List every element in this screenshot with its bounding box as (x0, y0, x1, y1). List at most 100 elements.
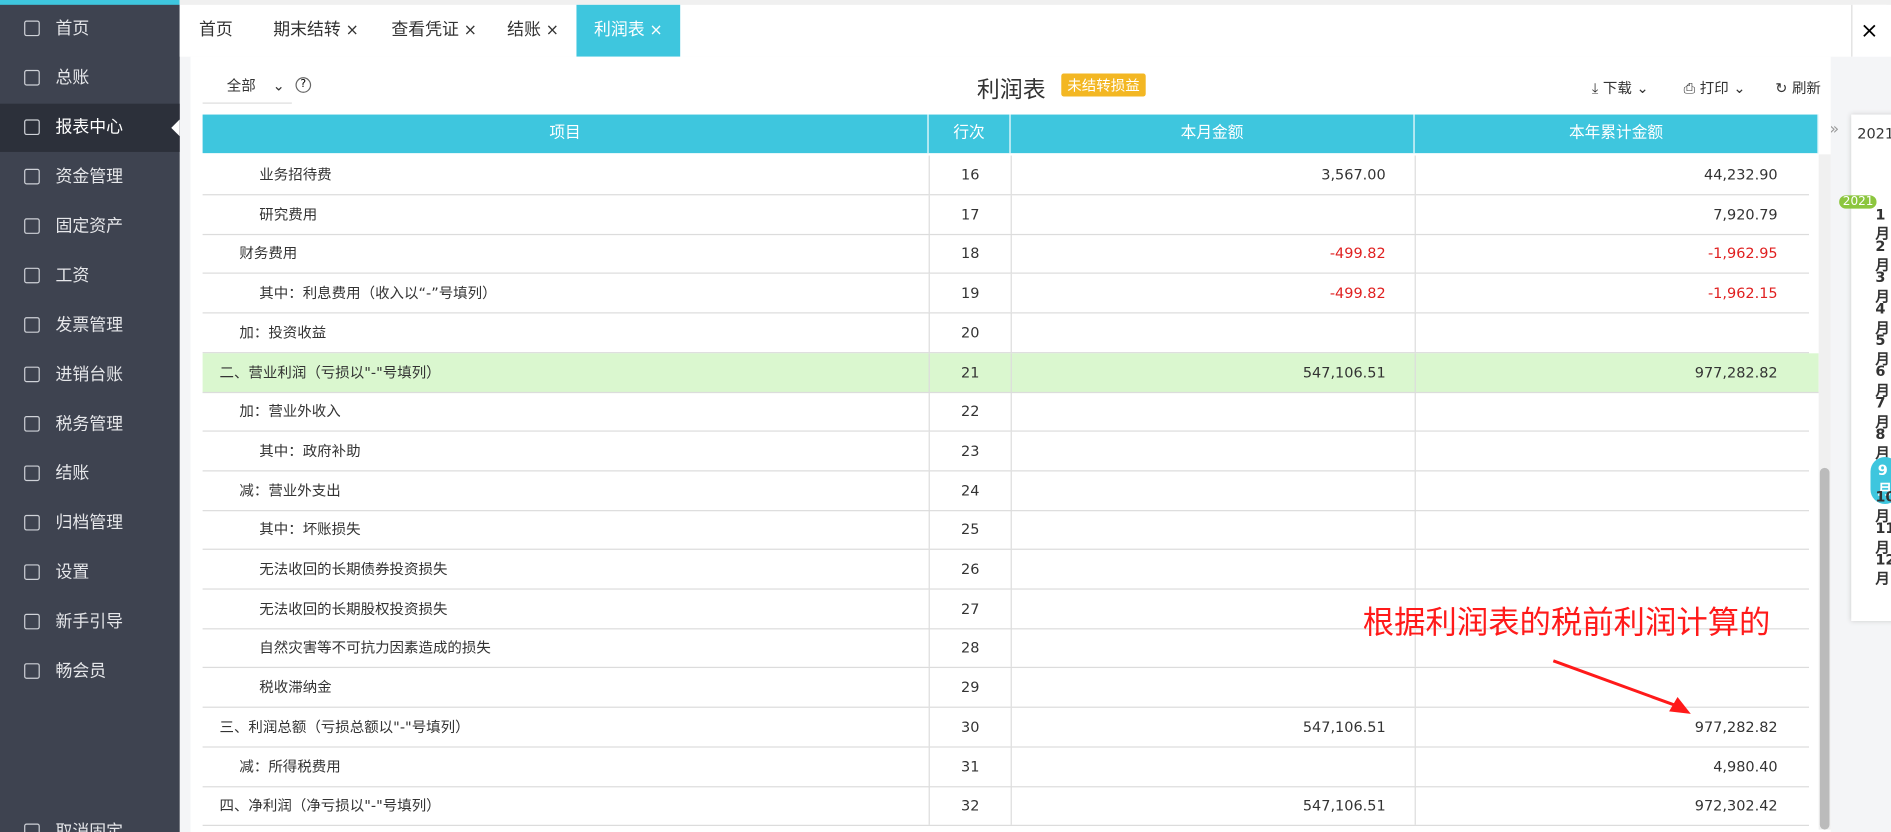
table-row: 无法收回的长期股权投资损失 27 (202, 589, 1809, 630)
table-cell: 18 (928, 234, 1011, 273)
nav-item[interactable]: 取消固定 (0, 808, 180, 832)
tab[interactable]: 期末结转 × (260, 5, 371, 57)
nav-item[interactable]: 畅会员 (0, 648, 180, 696)
year-select[interactable]: 2021 (1857, 125, 1891, 143)
table-row: 减：所得税费用 31 4,980.40 (202, 746, 1809, 787)
month[interactable]: 9月 (1870, 456, 1891, 505)
nav-item[interactable]: 工资 (0, 252, 180, 300)
table-cell: -499.82 (1010, 234, 1415, 273)
column-header: 行次 (928, 114, 1011, 154)
table-cell: 32 (928, 786, 1011, 825)
nav-item[interactable]: 进销台账 (0, 351, 180, 399)
tab-close: × (649, 21, 663, 40)
table-cell: 7,920.79 (1414, 194, 1809, 234)
table-cell: 23 (928, 431, 1011, 471)
download-label: 下载 (1602, 79, 1632, 97)
table-row: 其中：坏账损失 25 (202, 510, 1809, 551)
month[interactable]: 12月 (1875, 551, 1891, 588)
table-cell: 31 (928, 746, 1011, 786)
filter[interactable]: 全部 ⌄ (202, 74, 292, 104)
month[interactable]: 1月 (1875, 206, 1890, 243)
nav-item[interactable]: 资金管理 (0, 153, 180, 201)
nav-item[interactable]: 税务管理 (0, 400, 180, 448)
month[interactable]: 11月 (1875, 519, 1891, 556)
table-row: 三、利润总额（亏损总额以"-"号填列） 30 547,106.51 977,282.8… (202, 707, 1809, 748)
tab[interactable]: 结账 × (500, 5, 565, 57)
nav-label: 总账 (55, 68, 90, 89)
tab-close: × (463, 21, 477, 40)
month[interactable]: 7月 (1875, 394, 1890, 431)
tab-close: × (545, 21, 559, 40)
nav-icon (24, 663, 40, 679)
tab[interactable]: 利润表 × (576, 4, 681, 57)
table-cell: 16 (928, 155, 1011, 195)
print-button[interactable]: ⎙ 打印 ⌄ (1683, 79, 1746, 97)
table-cell: 税收滞纳金 (259, 678, 332, 696)
table-cell: 无法收回的长期债券投资损失 (259, 560, 448, 578)
status-badge: 未结转损益 (1061, 73, 1146, 97)
table-row: 财务费用 18 -499.82 -1,962.95 (202, 234, 1809, 275)
column-header: 本月金额 (1010, 114, 1415, 154)
month[interactable]: 2月 (1875, 237, 1890, 274)
refresh-button[interactable]: ↻ 刷新 (1775, 79, 1821, 97)
tab[interactable]: 查看凭证 × (382, 5, 486, 57)
nav-icon (24, 69, 40, 86)
table-cell (1414, 510, 1809, 549)
table-cell (1010, 668, 1415, 707)
table-row: 二、营业利润（亏损以"-"号填列） 21 547,106.51 977,282.82 (202, 352, 1819, 393)
tab-label: 结账 (507, 20, 541, 40)
table-row: 减：营业外支出 24 (202, 470, 1809, 511)
nav-item[interactable]: 发票管理 (0, 301, 180, 349)
nav-item[interactable]: 新手引导 (0, 598, 180, 646)
nav-icon (24, 416, 40, 432)
nav-item[interactable]: 报表中心 (0, 103, 180, 152)
table-row: 四、净利润（净亏损以"-"号填列） 32 547,106.51 972,302.42 (202, 786, 1809, 827)
table-cell: 4,980.40 (1414, 746, 1809, 786)
tab-label: 期末结转 (273, 20, 341, 40)
nav-label: 结账 (55, 464, 90, 484)
scroll-thumb[interactable] (1819, 467, 1830, 830)
tab-bar: 首页 期末结转 × 查看凭证 × 结账 × 利润表 × (179, 0, 1891, 57)
table-cell (1010, 549, 1415, 589)
table-cell: 27 (928, 589, 1011, 628)
column-header: 本年累计金额 (1414, 114, 1819, 154)
table-cell: -499.82 (1010, 273, 1415, 313)
table-cell (1010, 431, 1415, 471)
expand-icon[interactable]: » (1829, 120, 1840, 139)
nav-item[interactable]: 首页 (0, 5, 180, 53)
table-cell: 财务费用 (239, 245, 298, 263)
table-cell: 25 (928, 510, 1011, 549)
tab[interactable]: 首页 (180, 5, 252, 57)
nav-label: 税务管理 (55, 414, 124, 435)
tab-label: 首页 (198, 20, 233, 40)
nav-item[interactable]: 设置 (0, 549, 180, 597)
month[interactable]: 10月 (1875, 488, 1891, 525)
close-button[interactable]: × (1851, 4, 1887, 57)
table-row: 加：营业外收入 22 (202, 392, 1809, 432)
topbar (0, 0, 180, 5)
table-cell: 44,232.90 (1414, 155, 1809, 195)
download-button[interactable]: ⤓ 下载 ⌄ (1591, 79, 1649, 97)
nav-icon (24, 119, 40, 136)
nav-item[interactable]: 总账 (0, 54, 180, 102)
table-cell: 其中：坏账损失 (259, 521, 361, 539)
table-cell (1010, 470, 1415, 510)
table-row: 税收滞纳金 29 (202, 668, 1809, 708)
table-cell (1010, 589, 1415, 628)
table-cell (1010, 392, 1415, 431)
table-cell: 547,106.51 (1010, 707, 1415, 747)
table-cell: 减：营业外支出 (239, 481, 341, 499)
nav-item[interactable]: 归档管理 (0, 499, 180, 547)
help-icon[interactable]: ? (295, 77, 312, 93)
month[interactable]: 5月 (1875, 331, 1890, 368)
nav-item[interactable]: 结账 (0, 450, 180, 498)
month[interactable]: 3月 (1875, 268, 1890, 306)
table-cell (1414, 431, 1809, 471)
table-cell: 547,106.51 (1010, 786, 1415, 825)
month[interactable]: 4月 (1875, 300, 1890, 337)
month[interactable]: 6月 (1875, 362, 1890, 400)
nav-item[interactable]: 固定资产 (0, 203, 180, 251)
table-cell (1414, 392, 1809, 431)
nav-icon (24, 465, 40, 482)
